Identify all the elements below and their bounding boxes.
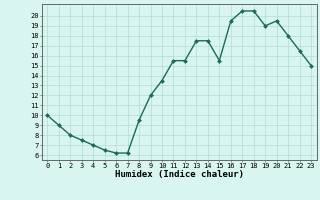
X-axis label: Humidex (Indice chaleur): Humidex (Indice chaleur) bbox=[115, 170, 244, 179]
